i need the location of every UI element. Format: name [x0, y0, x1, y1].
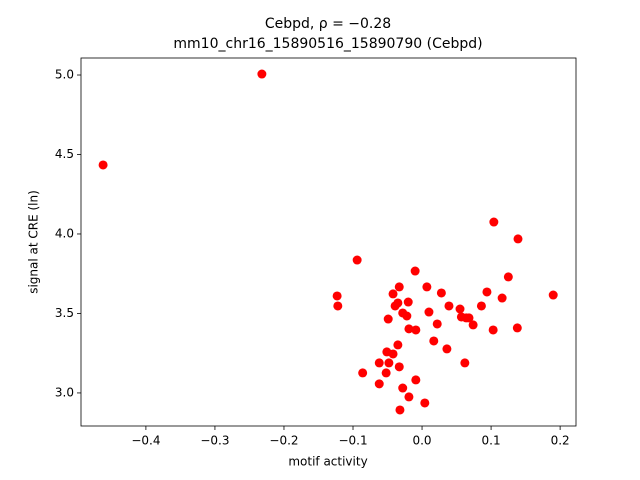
scatter-point	[432, 319, 442, 329]
scatter-point	[461, 313, 471, 323]
x-tick-label: −0.2	[269, 434, 298, 448]
scatter-point	[333, 301, 343, 311]
y-tick-label: 3.0	[55, 385, 74, 399]
scatter-point	[436, 288, 446, 298]
scatter-point	[488, 325, 498, 335]
x-tick-label: 0.0	[412, 434, 431, 448]
x-axis-label: motif activity	[288, 455, 367, 469]
scatter-point	[410, 266, 420, 276]
scatter-point	[429, 336, 439, 346]
scatter-point	[482, 287, 492, 297]
scatter-point	[404, 392, 414, 402]
scatter-point	[395, 405, 405, 415]
scatter-point	[332, 291, 342, 301]
scatter-point	[420, 398, 430, 408]
scatter-point	[381, 368, 391, 378]
scatter-point	[402, 311, 412, 321]
y-tick-label: 3.5	[55, 306, 74, 320]
y-axis-label: signal at CRE (ln)	[27, 190, 41, 294]
scatter-point	[513, 234, 523, 244]
scatter-point	[497, 293, 507, 303]
scatter-point	[390, 301, 400, 311]
scatter-point	[394, 282, 404, 292]
scatter-point	[468, 320, 478, 330]
x-tick-label: −0.1	[338, 434, 367, 448]
y-tick-label: 5.0	[55, 68, 74, 82]
scatter-point	[384, 358, 394, 368]
scatter-point	[403, 297, 413, 307]
scatter-point	[424, 307, 434, 317]
scatter-point	[422, 282, 432, 292]
scatter-point	[358, 368, 368, 378]
scatter-point	[442, 344, 452, 354]
scatter-point	[444, 301, 454, 311]
scatter-point	[393, 340, 403, 350]
scatter-point	[476, 301, 486, 311]
chart-title: Cebpd, ρ = −0.28	[265, 16, 391, 32]
scatter-point	[374, 379, 384, 389]
scatter-point	[404, 324, 414, 334]
plot-frame	[80, 57, 577, 427]
scatter-point	[257, 69, 267, 79]
scatter-point	[460, 358, 470, 368]
scatter-point	[455, 304, 465, 314]
scatter-point	[374, 358, 384, 368]
scatter-point	[388, 289, 398, 299]
chart-subtitle: mm10_chr16_15890516_15890790 (Cebpd)	[173, 36, 482, 52]
scatter-point	[398, 383, 408, 393]
scatter-point	[489, 217, 499, 227]
scatter-point	[411, 325, 421, 335]
scatter-point	[411, 375, 421, 385]
x-tick-label: 0.2	[551, 434, 570, 448]
scatter-point	[388, 349, 398, 359]
y-tick-label: 4.0	[55, 226, 74, 240]
scatter-point	[98, 160, 108, 170]
scatter-point	[352, 255, 362, 265]
scatter-point	[548, 290, 558, 300]
x-tick-label: −0.3	[200, 434, 229, 448]
y-tick-label: 4.5	[55, 147, 74, 161]
scatter-point	[383, 314, 393, 324]
scatter-point	[503, 272, 513, 282]
x-tick-label: −0.4	[131, 434, 160, 448]
scatter-point	[512, 323, 522, 333]
x-tick-label: 0.1	[482, 434, 501, 448]
scatter-point	[394, 362, 404, 372]
